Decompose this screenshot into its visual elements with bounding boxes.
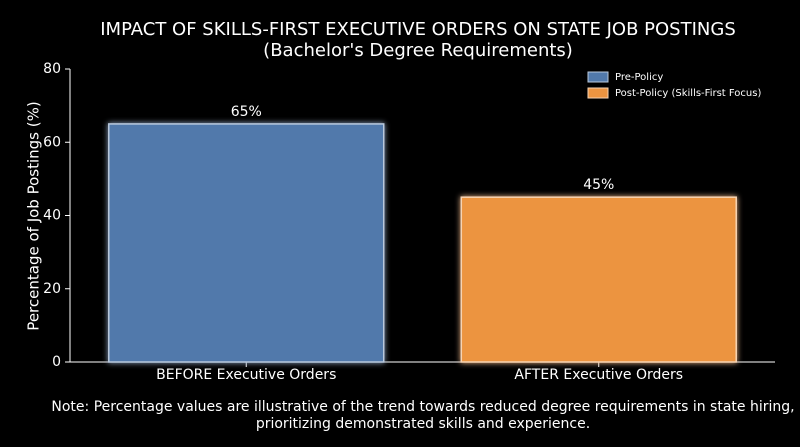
chart-subtitle: (Bachelor's Degree Requirements) [263, 40, 573, 61]
note: Note: Percentage values are illustrative… [51, 399, 794, 415]
legend-swatch [587, 71, 609, 83]
y-axis-label: Percentage of Job Postings (%) [25, 101, 43, 330]
y-tick-label: 60 [43, 134, 61, 150]
y-tick-label: 0 [52, 354, 61, 370]
value-label: 45% [583, 177, 614, 193]
legend-label: Pre-Policy [615, 72, 663, 83]
y-tick-label: 80 [43, 61, 61, 77]
note: prioritizing demonstrated skills and exp… [256, 416, 590, 432]
y-tick-label: 20 [43, 281, 61, 297]
value-label: 65% [231, 104, 262, 120]
x-tick-label: AFTER Executive Orders [514, 367, 683, 383]
bar [460, 196, 737, 363]
x-tick-label: BEFORE Executive Orders [156, 367, 336, 383]
legend-swatch [587, 87, 609, 99]
legend-label: Post-Policy (Skills-First Focus) [615, 88, 761, 99]
y-tick-label: 40 [43, 208, 61, 224]
chart-title: IMPACT OF SKILLS-FIRST EXECUTIVE ORDERS … [100, 19, 736, 40]
bar [108, 123, 385, 363]
